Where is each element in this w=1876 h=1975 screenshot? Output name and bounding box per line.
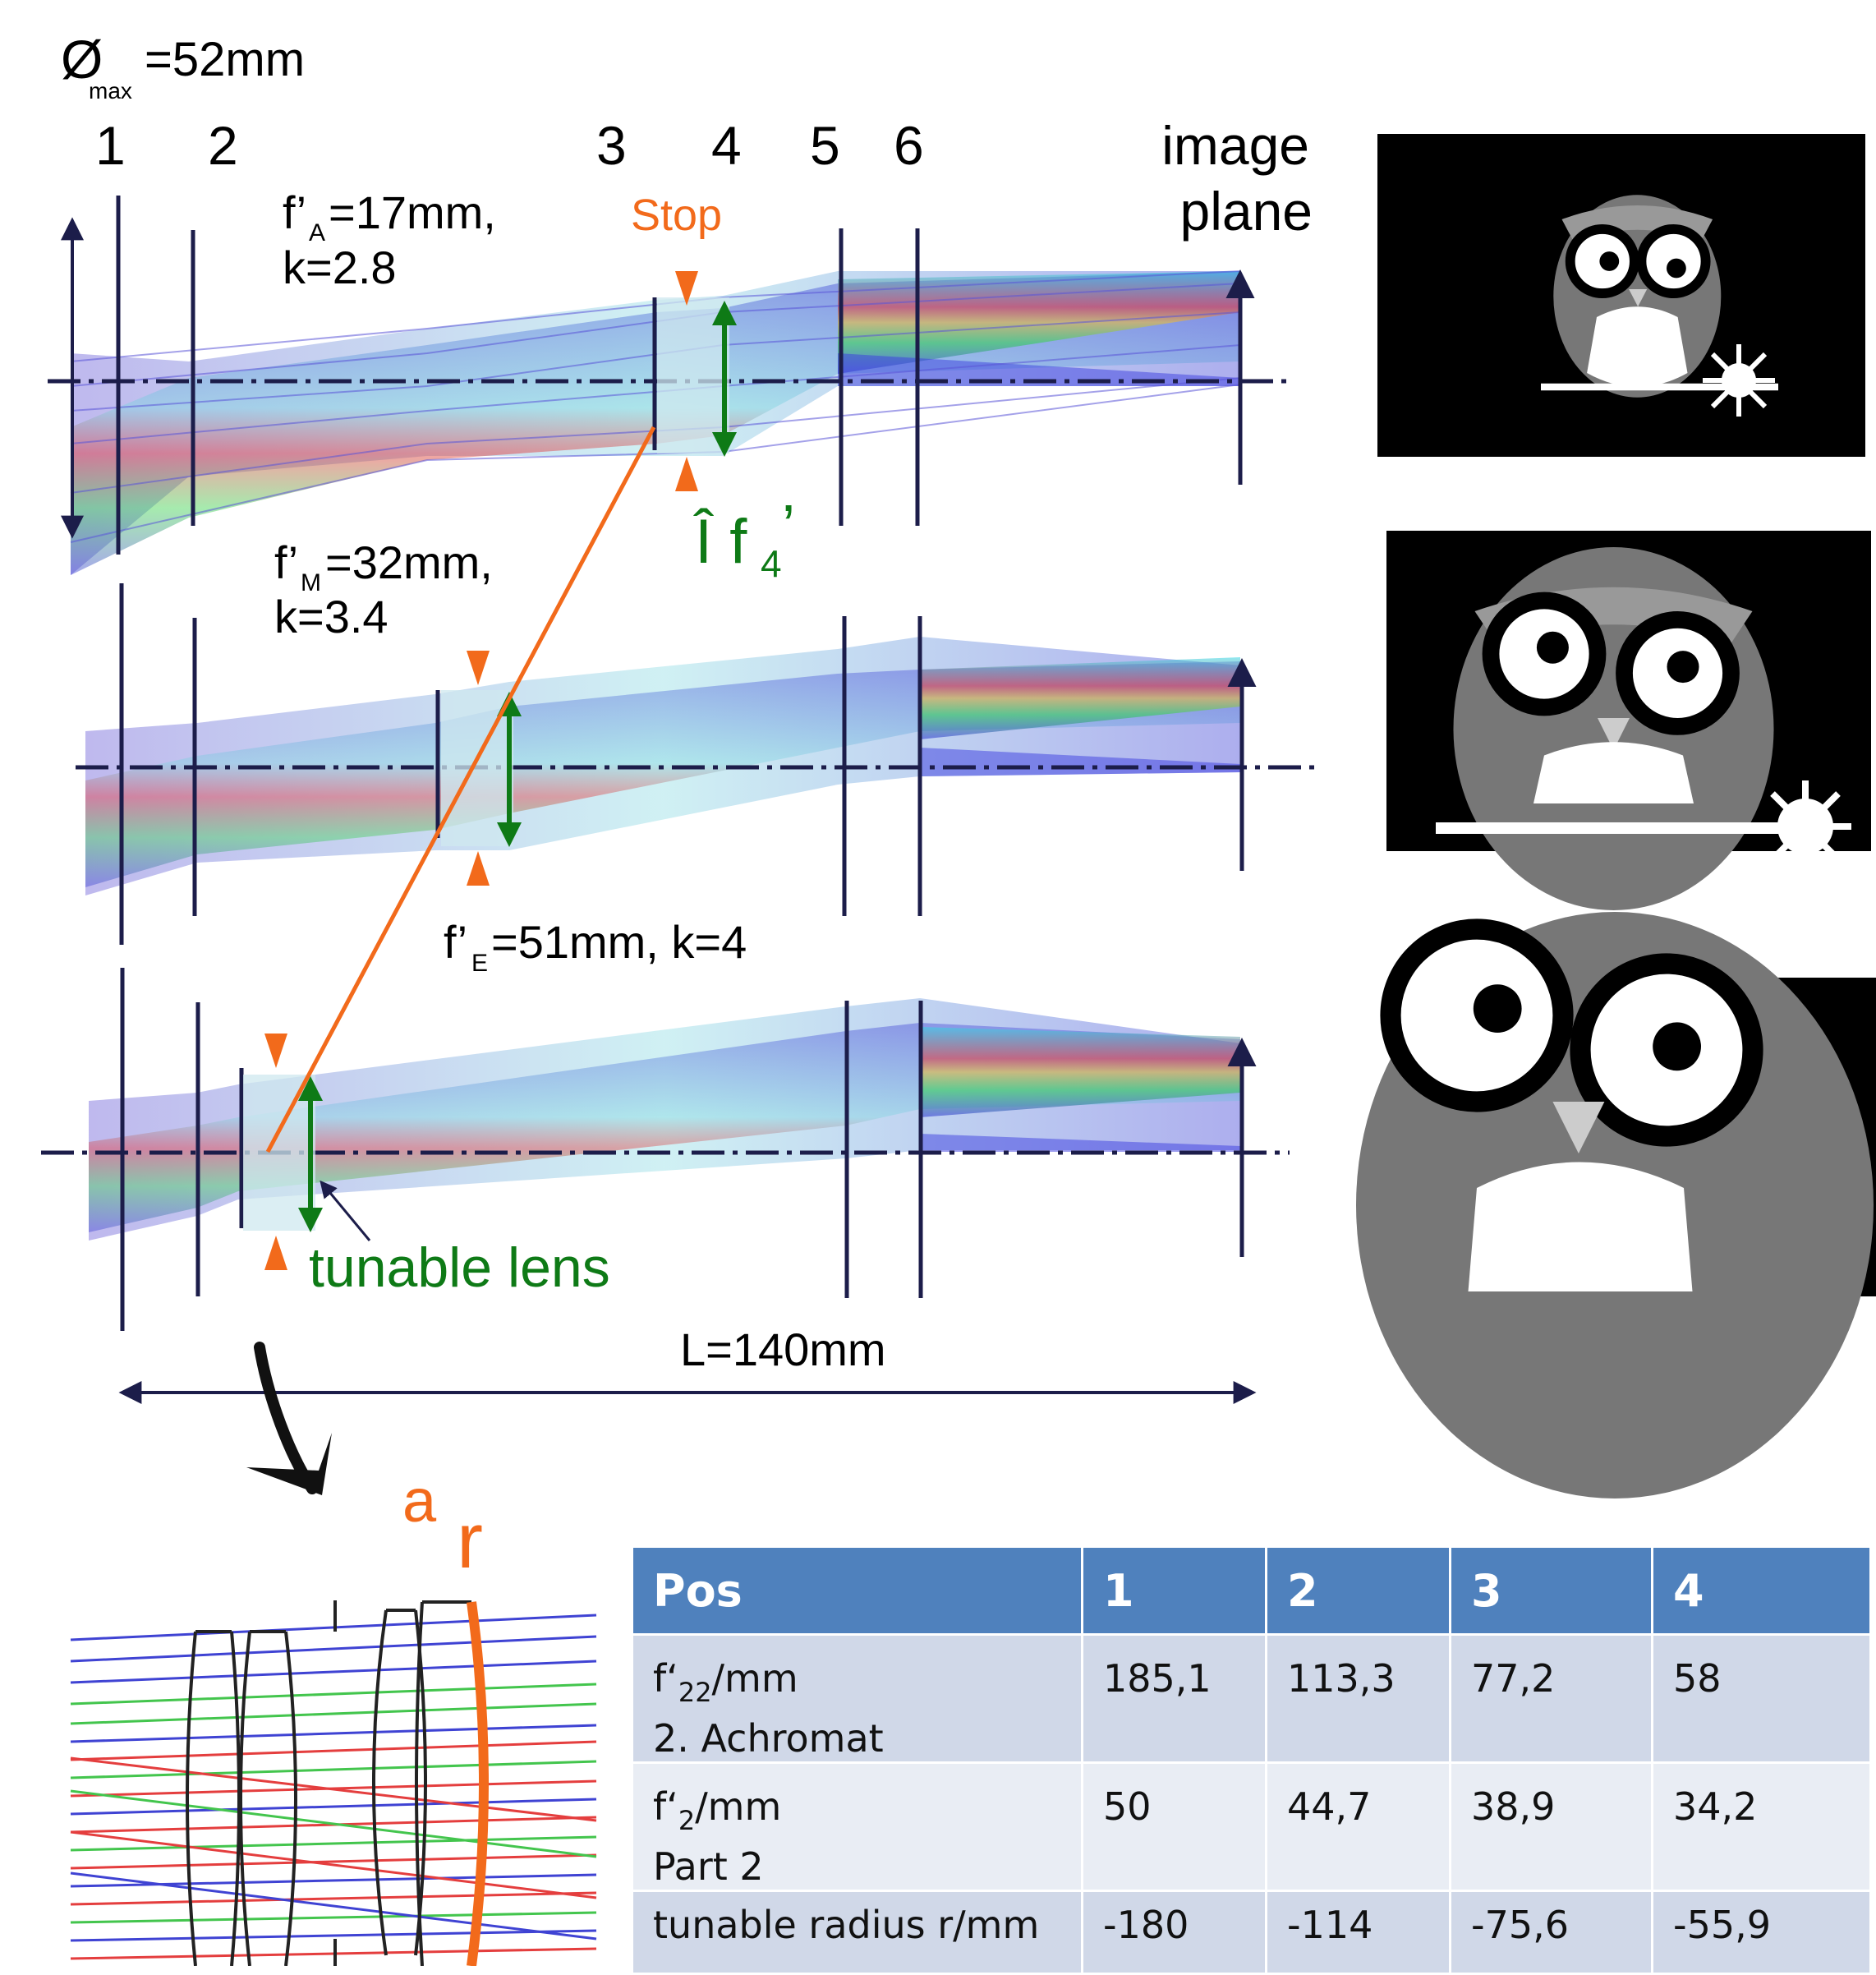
table-cell: 38,9 bbox=[1449, 1761, 1653, 1892]
config-m-focal: =32mm, bbox=[325, 536, 493, 588]
element-number-4: 4 bbox=[711, 115, 742, 176]
diameter-value: =52mm bbox=[145, 33, 305, 86]
element-number-2: 2 bbox=[208, 115, 238, 176]
delta-f4-label: Î f 4 ’ bbox=[693, 494, 795, 585]
table-header-cell: 4 bbox=[1651, 1545, 1872, 1636]
config-m-label: f’ M =32mm, k=3.4 bbox=[274, 536, 493, 642]
config-e-f: f’ bbox=[444, 916, 467, 968]
config-a-f: f’ bbox=[283, 186, 306, 238]
diameter-symbol: Ø bbox=[61, 29, 103, 90]
table-row: f‘22/mm 2. Achromat 185,1 113,3 77,2 58 bbox=[631, 1633, 1872, 1764]
table-cell: 77,2 bbox=[1449, 1633, 1653, 1764]
config-e-raytrace bbox=[41, 968, 1290, 1331]
table-cell: 185,1 bbox=[1081, 1633, 1267, 1764]
label-sub: 2 bbox=[678, 1805, 696, 1836]
detail-label-a: a bbox=[402, 1466, 437, 1535]
table-cell: 34,2 bbox=[1651, 1761, 1872, 1892]
table-header-cell: 2 bbox=[1265, 1545, 1451, 1636]
stop-trajectory-line bbox=[265, 426, 656, 1153]
delta-f4-main: Î f bbox=[693, 507, 747, 577]
config-m-k: k=3.4 bbox=[274, 591, 389, 642]
max-diameter-label: Ø max =52mm bbox=[61, 29, 305, 104]
label-line2: 2. Achromat bbox=[653, 1716, 884, 1761]
position-table: Pos 1 2 3 4 f‘22/mm 2. Achromat 185,1 113… bbox=[631, 1545, 1872, 1975]
label-pre: f‘ bbox=[653, 1784, 678, 1829]
config-e-sub: E bbox=[471, 950, 488, 977]
label-pre: f‘ bbox=[653, 1656, 678, 1701]
table-row-label: f‘22/mm 2. Achromat bbox=[631, 1633, 1083, 1764]
label-line2: Part 2 bbox=[653, 1844, 764, 1889]
element-number-5: 5 bbox=[810, 115, 840, 176]
image-plane-line2: plane bbox=[1180, 181, 1313, 242]
table-cell: -114 bbox=[1265, 1890, 1451, 1975]
config-a-focal: =17mm, bbox=[329, 186, 496, 238]
table-cell: 58 bbox=[1651, 1633, 1872, 1764]
table-cell: 50 bbox=[1081, 1761, 1267, 1892]
detail-label-r: r bbox=[457, 1497, 483, 1585]
config-e-focal: =51mm, k=4 bbox=[491, 916, 747, 968]
delta-f4-sub: 4 bbox=[761, 542, 782, 585]
table-header-row: Pos 1 2 3 4 bbox=[631, 1545, 1872, 1636]
length-dimension: L=140mm bbox=[118, 1324, 1257, 1404]
table-cell: -180 bbox=[1081, 1890, 1267, 1975]
label-post: /mm bbox=[711, 1656, 798, 1701]
image-plane-line1: image bbox=[1161, 115, 1309, 176]
element-number-6: 6 bbox=[894, 115, 924, 176]
table-row: tunable radius r/mm -180 -114 -75,6 -55,… bbox=[631, 1890, 1872, 1975]
table-cell: 113,3 bbox=[1265, 1633, 1451, 1764]
element-number-3: 3 bbox=[596, 115, 627, 176]
config-a-raytrace bbox=[48, 196, 1290, 575]
config-m-f: f’ bbox=[274, 536, 298, 588]
delta-f4-prime: ’ bbox=[782, 494, 795, 559]
config-a-sub: A bbox=[309, 219, 325, 246]
config-e-label: f’ E =51mm, k=4 bbox=[444, 916, 747, 977]
stop-label: Stop bbox=[631, 191, 722, 240]
table-header-cell: 3 bbox=[1449, 1545, 1653, 1636]
table-row-label: f‘2/mm Part 2 bbox=[631, 1761, 1083, 1892]
label-post: /mm bbox=[695, 1784, 782, 1829]
config-a-label: f’ A =17mm, k=2.8 bbox=[283, 186, 496, 293]
owl-image-medium bbox=[1386, 531, 1871, 910]
diameter-subscript: max bbox=[89, 78, 132, 104]
config-m-raytrace bbox=[76, 583, 1316, 945]
detail-lens-raytrace bbox=[70, 1600, 597, 1967]
detail-pointer-arrow-icon bbox=[246, 1342, 332, 1495]
length-label: L=140mm bbox=[680, 1324, 886, 1375]
table-cell: 44,7 bbox=[1265, 1761, 1451, 1892]
table-row-label: tunable radius r/mm bbox=[631, 1890, 1083, 1975]
tunable-lens-label: tunable lens bbox=[309, 1236, 610, 1299]
element-numbers: 1 2 3 4 5 6 bbox=[95, 115, 924, 176]
owl-image-tele bbox=[1356, 912, 1876, 1499]
config-a-k: k=2.8 bbox=[283, 242, 397, 293]
table-header-cell: 1 bbox=[1081, 1545, 1267, 1636]
image-plane-label: image plane bbox=[1161, 115, 1313, 242]
table-header-cell: Pos bbox=[631, 1545, 1083, 1636]
config-m-sub: M bbox=[301, 569, 321, 596]
table-cell: -75,6 bbox=[1449, 1890, 1653, 1975]
owl-image-wide bbox=[1377, 134, 1865, 457]
table-row: f‘2/mm Part 2 50 44,7 38,9 34,2 bbox=[631, 1761, 1872, 1892]
table-cell: -55,9 bbox=[1651, 1890, 1872, 1975]
label-sub: 22 bbox=[678, 1677, 712, 1708]
element-number-1: 1 bbox=[95, 115, 126, 176]
